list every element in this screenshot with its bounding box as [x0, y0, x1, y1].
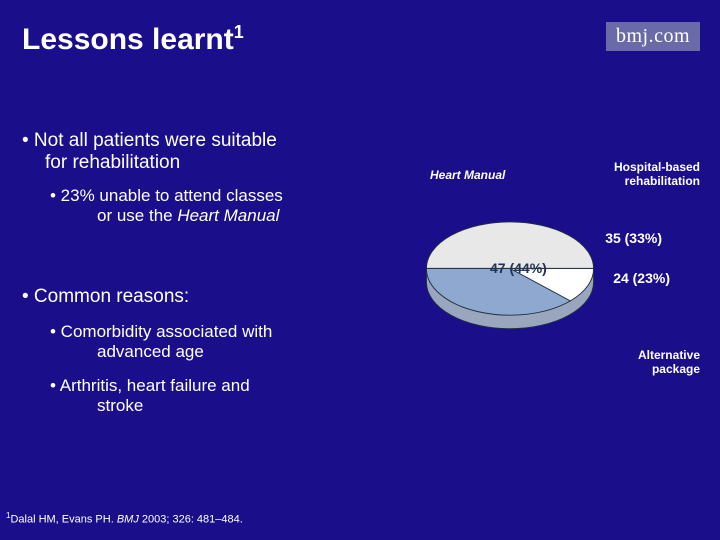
title-sup: 1 — [234, 22, 244, 42]
chart-label-hospital: Hospital-based rehabilitation — [590, 160, 700, 189]
chart-value-47: 47 (44%) — [490, 260, 547, 277]
title-text: Lessons learnt — [22, 23, 234, 56]
bullet-1-line2: for rehabilitation — [45, 152, 180, 173]
page-title: Lessons learnt1 — [22, 22, 244, 57]
bullet-1-sub-line2: or use the Heart Manual — [97, 206, 279, 225]
bullet-2: • Common reasons: — [22, 286, 382, 308]
bmj-logo: bmj.com — [606, 22, 700, 51]
reference-citation: 2003; 326: 481–484. — [139, 514, 243, 526]
bullet-2-sub2: • Arthritis, heart failure and stroke — [50, 376, 382, 416]
reference-authors: Dalal HM, Evans PH. — [10, 514, 116, 526]
pie-chart: Heart Manual Hospital-based rehabilitati… — [400, 160, 700, 440]
bullet-2-sub2-line1: • Arthritis, heart failure and — [50, 376, 250, 395]
reference-footnote: 1Dalal HM, Evans PH. BMJ 2003; 326: 481–… — [6, 511, 243, 526]
bullet-1-sub-line1: • 23% unable to attend classes — [50, 186, 283, 205]
bullet-1-line1: • Not all patients were suitable — [22, 130, 277, 151]
chart-value-24: 24 (23%) — [613, 270, 670, 287]
bullet-2-sub1-line1: • Comorbidity associated with — [50, 322, 272, 341]
bullet-1: • Not all patients were suitable for reh… — [22, 130, 382, 174]
bullet-2-sub1: • Comorbidity associated with advanced a… — [50, 322, 382, 362]
bullet-1-sub: • 23% unable to attend classes or use th… — [50, 186, 382, 226]
chart-label-heart-manual: Heart Manual — [430, 168, 520, 182]
bullet-list: • Not all patients were suitable for reh… — [22, 130, 382, 416]
bullet-2-sub1-line2: advanced age — [97, 342, 204, 361]
reference-journal: BMJ — [117, 514, 139, 526]
chart-value-35: 35 (33%) — [605, 230, 662, 247]
chart-label-alternative: Alternative package — [610, 348, 700, 377]
bullet-2-sub2-line2: stroke — [97, 396, 143, 415]
